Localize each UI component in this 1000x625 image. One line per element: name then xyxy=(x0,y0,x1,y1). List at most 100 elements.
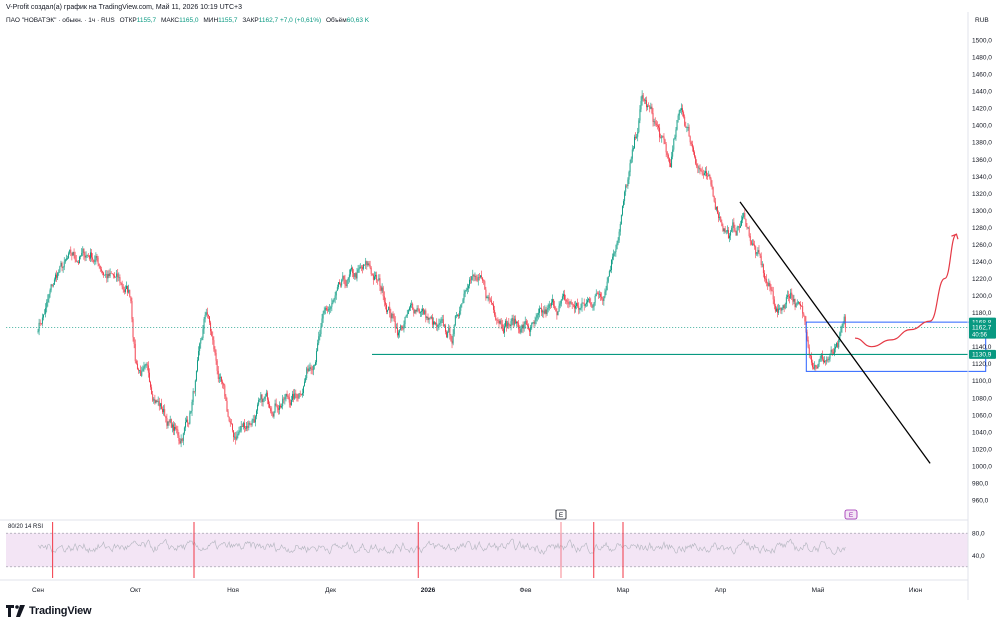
candle-body xyxy=(162,408,163,413)
candle-body xyxy=(719,217,721,219)
candle-body xyxy=(370,267,372,275)
price-tick-label: 980,0 xyxy=(972,480,989,487)
currency-label[interactable]: RUB xyxy=(975,17,989,24)
candle-body xyxy=(325,308,327,310)
candle-body xyxy=(340,284,342,286)
candle-body xyxy=(209,316,210,323)
candle-body xyxy=(509,325,511,327)
candle-body xyxy=(671,156,673,168)
candle-body xyxy=(638,120,640,133)
candle-body xyxy=(762,264,764,274)
candle-body xyxy=(171,424,173,428)
candle-body xyxy=(428,317,430,320)
candle-body xyxy=(193,391,195,392)
candle-body xyxy=(251,420,253,425)
price-tick-label: 1320,0 xyxy=(972,191,992,198)
candle-body xyxy=(601,296,603,299)
candle-body xyxy=(311,369,313,371)
candle-body xyxy=(82,248,84,254)
candle-body xyxy=(415,309,417,312)
candle-body xyxy=(821,354,823,360)
candle-body xyxy=(106,274,108,279)
candle-body xyxy=(597,293,599,295)
price-tick-label: 1200,0 xyxy=(972,293,992,300)
candle-body xyxy=(122,286,124,290)
candle-body xyxy=(830,349,832,354)
candle-body xyxy=(747,227,749,229)
candle-body xyxy=(592,306,594,308)
candle-body xyxy=(148,372,150,383)
candle-body xyxy=(839,332,841,340)
candle-body xyxy=(85,256,87,258)
upcoming-earnings-marker xyxy=(844,509,858,520)
high-value: 1165,0 xyxy=(179,17,199,24)
candle-body xyxy=(599,293,600,295)
candle-body xyxy=(390,313,392,319)
candle-body xyxy=(77,261,79,264)
candle-body xyxy=(512,317,514,325)
candle-body xyxy=(39,322,41,324)
candle-body xyxy=(540,308,541,309)
candle-body xyxy=(813,367,815,369)
low-value: 1155,7 xyxy=(218,17,238,24)
candle-body xyxy=(355,273,357,279)
candle-body xyxy=(538,308,540,313)
candle-body xyxy=(156,400,158,402)
candle-body xyxy=(440,320,442,324)
candle-body xyxy=(100,269,102,272)
candle-body xyxy=(668,158,670,164)
candle-body xyxy=(226,400,228,412)
candle-body xyxy=(96,256,98,258)
candle-body xyxy=(674,137,676,139)
price-tick-label: 1140,0 xyxy=(972,344,992,351)
candle-body xyxy=(225,396,227,401)
rsi-tick-label: 80,0 xyxy=(972,531,985,538)
candle-body xyxy=(295,393,297,395)
candle-body xyxy=(294,393,296,399)
candle-body xyxy=(405,315,407,317)
candle-body xyxy=(608,271,610,277)
candle-body xyxy=(179,441,181,444)
candle-body xyxy=(736,227,738,236)
candle-body xyxy=(170,419,172,428)
candle-body xyxy=(336,287,338,291)
candle-body xyxy=(241,426,243,427)
candle-body xyxy=(606,281,608,291)
candle-body xyxy=(246,426,248,429)
candle-body xyxy=(493,304,494,310)
tradingview-logo[interactable]: TradingView xyxy=(6,604,92,618)
candle-body xyxy=(388,306,390,311)
candle-body xyxy=(259,398,261,401)
candle-body xyxy=(832,351,834,355)
candle-body xyxy=(252,419,254,421)
candle-body xyxy=(469,279,470,286)
candle-body xyxy=(377,279,379,281)
candle-body xyxy=(287,395,289,398)
candle-body xyxy=(777,308,779,313)
candle-body xyxy=(130,296,132,302)
candle-body xyxy=(233,430,234,438)
candle-body xyxy=(627,179,629,187)
candle-body xyxy=(349,269,351,275)
candle-body xyxy=(504,326,505,333)
candle-body xyxy=(187,419,189,423)
candle-body xyxy=(166,418,168,426)
candle-body xyxy=(730,231,732,236)
candle-body xyxy=(727,230,729,239)
price-tick-label: 1400,0 xyxy=(972,123,992,130)
candle-body xyxy=(465,289,467,291)
candle-body xyxy=(114,275,115,278)
candle-body xyxy=(175,426,177,429)
candle-body xyxy=(266,392,268,400)
candle-body xyxy=(593,302,595,307)
candle-body xyxy=(655,123,657,125)
candle-body xyxy=(274,403,276,412)
candle-body xyxy=(379,278,381,287)
candle-body xyxy=(460,304,462,311)
forecast-path xyxy=(854,233,958,348)
symbol-name[interactable]: ПАО "НОВАТЭК" · обыкн. · 1ч · RUS xyxy=(6,17,115,24)
candle-body xyxy=(282,398,284,407)
candle-body xyxy=(89,252,91,259)
